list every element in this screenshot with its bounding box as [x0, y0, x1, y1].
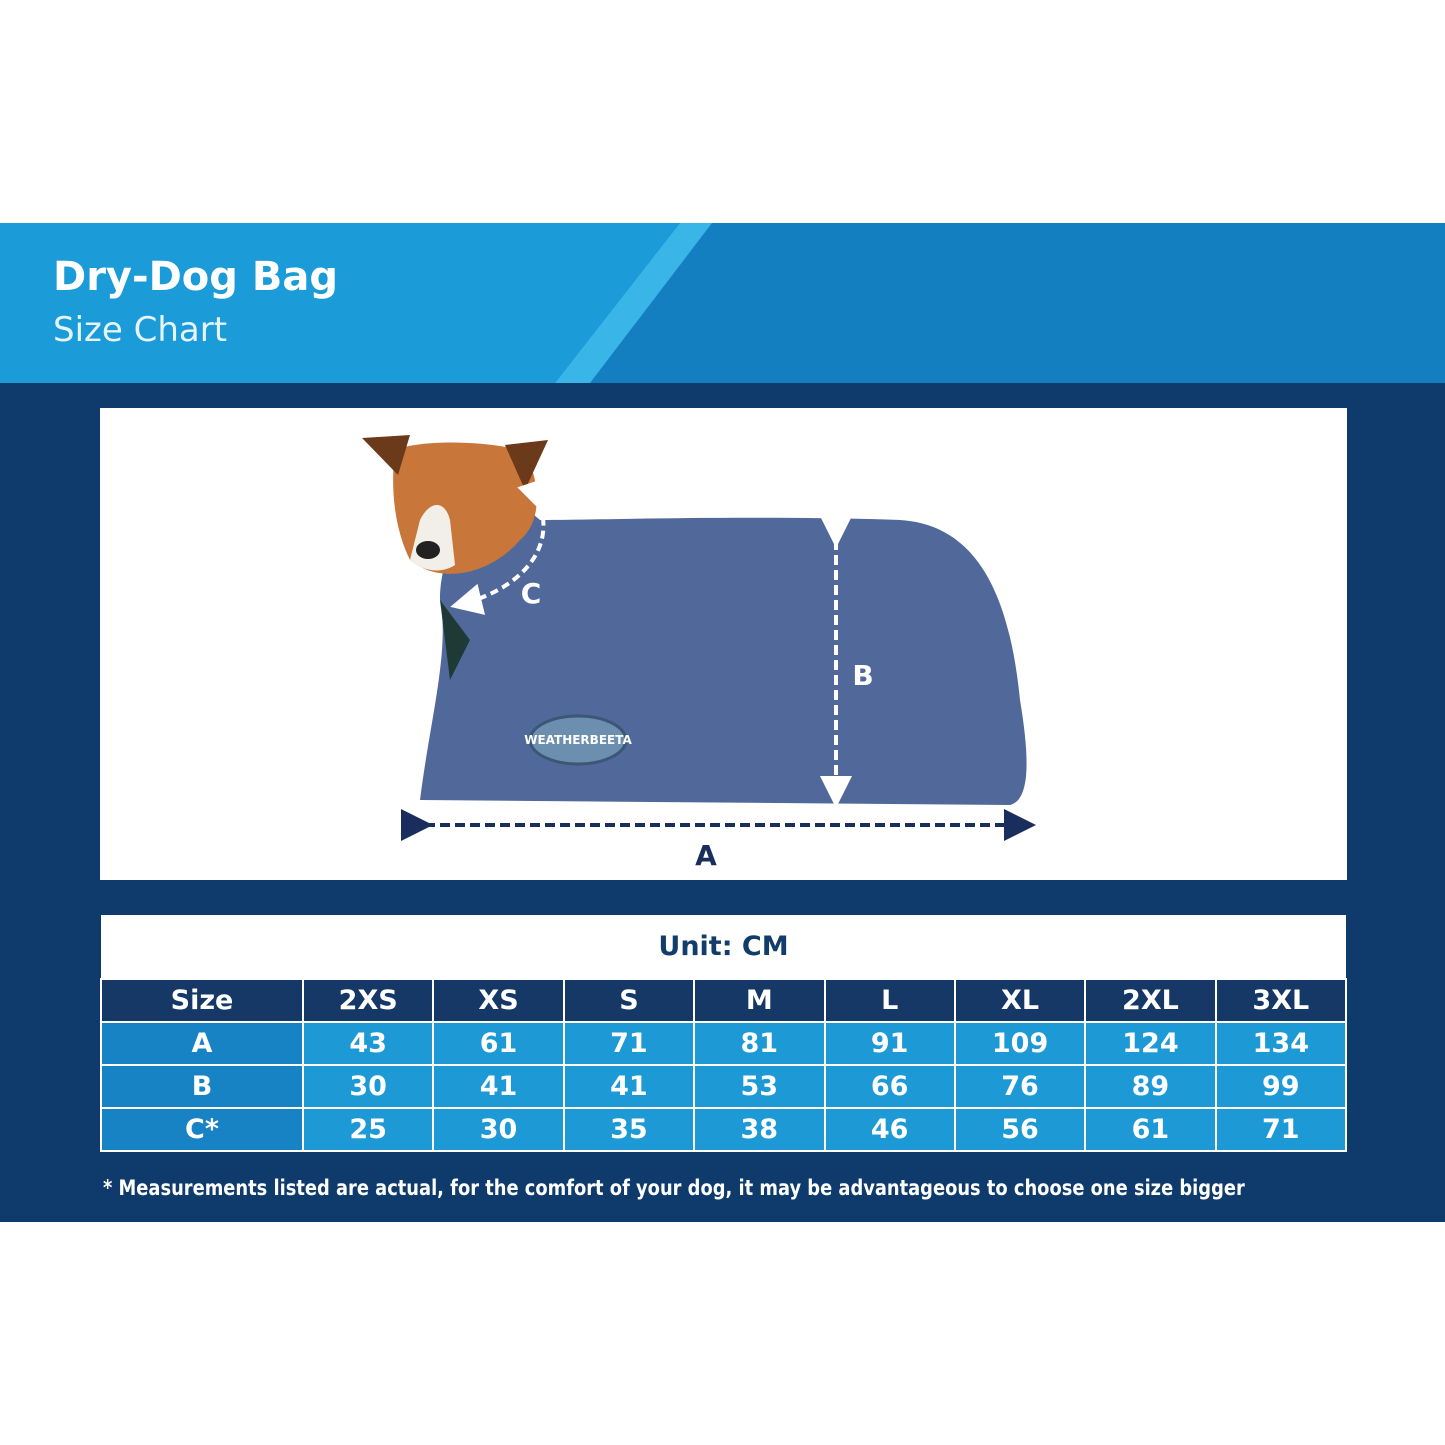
- column-header: M: [693, 978, 826, 1023]
- cell: 134: [1214, 1021, 1348, 1066]
- column-header: 2XL: [1084, 978, 1217, 1023]
- column-header: L: [823, 978, 956, 1023]
- cell: 66: [823, 1064, 956, 1109]
- row-header: B: [100, 1064, 304, 1109]
- cell: 91: [823, 1021, 956, 1066]
- badge: WEATHERBEETA: [524, 733, 632, 747]
- cell: 35: [562, 1107, 696, 1152]
- cell: 61: [1084, 1107, 1217, 1152]
- label-b: B: [852, 659, 873, 692]
- cell: 109: [953, 1021, 1087, 1066]
- column-header: S: [562, 978, 696, 1023]
- cell: 41: [562, 1064, 696, 1109]
- cell: 30: [301, 1064, 435, 1109]
- cell: 89: [1084, 1064, 1217, 1109]
- cell: 43: [301, 1021, 435, 1066]
- title: Dry-Dog Bag: [53, 254, 338, 300]
- column-header: 2XS: [301, 978, 435, 1023]
- data-row: C* 25 30 35 38 46 56 61 71: [100, 1107, 1348, 1152]
- cell: 71: [1214, 1107, 1348, 1152]
- column-header: Size: [100, 978, 304, 1023]
- cell: 81: [693, 1021, 826, 1066]
- row-header: C*: [100, 1107, 304, 1152]
- dog-diagram: WEATHERBEETA A B C: [100, 408, 1347, 880]
- column-header: 3XL: [1214, 978, 1348, 1023]
- cell: 56: [953, 1107, 1087, 1152]
- cell: 76: [953, 1064, 1087, 1109]
- subtitle: Size Chart: [53, 310, 228, 350]
- cell: 30: [432, 1107, 565, 1152]
- footnote: * Measurements listed are actual, for th…: [103, 1176, 1245, 1200]
- column-header: XL: [953, 978, 1087, 1023]
- row-header: A: [100, 1021, 304, 1066]
- data-row: B 30 41 41 53 66 76 89 99: [100, 1064, 1348, 1109]
- cell: 46: [823, 1107, 956, 1152]
- column-header: XS: [432, 978, 565, 1023]
- cell: 71: [562, 1021, 696, 1066]
- label-c: C: [521, 577, 542, 610]
- cell: 38: [693, 1107, 826, 1152]
- cell: 124: [1084, 1021, 1217, 1066]
- header-row: Size 2XS XS S M L XL 2XL 3XL: [100, 978, 1348, 1023]
- size-table: Unit: CM Size 2XS XS S M L XL 2XL 3XL A 43 61 71 81 91…: [100, 915, 1348, 1152]
- cell: 25: [301, 1107, 435, 1152]
- label-a: A: [695, 839, 717, 872]
- unit: Unit: CM: [101, 915, 1346, 979]
- data-row: A 43 61 71 81 91 109 124 134: [100, 1021, 1348, 1066]
- cell: 99: [1214, 1064, 1348, 1109]
- cell: 41: [432, 1064, 565, 1109]
- cell: 61: [432, 1021, 565, 1066]
- cell: 53: [693, 1064, 826, 1109]
- header-band: [0, 223, 1445, 383]
